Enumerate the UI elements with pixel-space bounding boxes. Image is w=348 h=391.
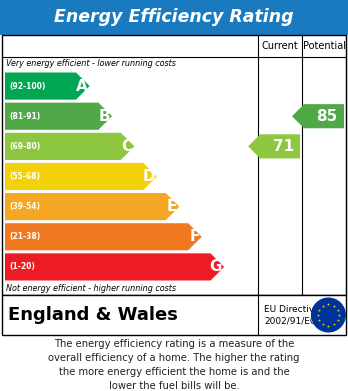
Text: 71: 71: [272, 139, 294, 154]
Text: B: B: [98, 109, 110, 124]
Text: D: D: [142, 169, 155, 184]
Text: F: F: [189, 229, 200, 244]
Text: (55-68): (55-68): [9, 172, 40, 181]
Polygon shape: [5, 72, 89, 100]
Text: E: E: [167, 199, 177, 214]
Text: England & Wales: England & Wales: [8, 306, 178, 324]
Bar: [2, 295, 346, 335]
Text: (39-54): (39-54): [9, 202, 40, 211]
Text: Current: Current: [262, 41, 299, 51]
Polygon shape: [5, 103, 112, 130]
Polygon shape: [292, 104, 344, 128]
Text: A: A: [76, 79, 88, 93]
Text: 85: 85: [316, 109, 338, 124]
Polygon shape: [5, 223, 202, 250]
Polygon shape: [248, 134, 300, 158]
Text: (81-91): (81-91): [9, 112, 40, 121]
Polygon shape: [5, 133, 134, 160]
Text: G: G: [209, 260, 222, 274]
Text: Energy Efficiency Rating: Energy Efficiency Rating: [54, 9, 294, 27]
Text: Potential: Potential: [302, 41, 346, 51]
Bar: [2, 35, 346, 295]
Text: (1-20): (1-20): [9, 262, 35, 271]
Text: Very energy efficient - lower running costs: Very energy efficient - lower running co…: [6, 59, 176, 68]
Text: Not energy efficient - higher running costs: Not energy efficient - higher running co…: [6, 284, 176, 293]
Text: (69-80): (69-80): [9, 142, 40, 151]
Polygon shape: [5, 163, 157, 190]
Circle shape: [312, 298, 345, 332]
Text: C: C: [121, 139, 133, 154]
Text: (21-38): (21-38): [9, 232, 40, 241]
Text: EU Directive
2002/91/EC: EU Directive 2002/91/EC: [264, 305, 320, 325]
Text: The energy efficiency rating is a measure of the
overall efficiency of a home. T: The energy efficiency rating is a measur…: [48, 339, 300, 391]
Polygon shape: [5, 253, 224, 280]
Bar: [0, 0, 348, 35]
Polygon shape: [5, 193, 179, 220]
Text: (92-100): (92-100): [9, 82, 45, 91]
